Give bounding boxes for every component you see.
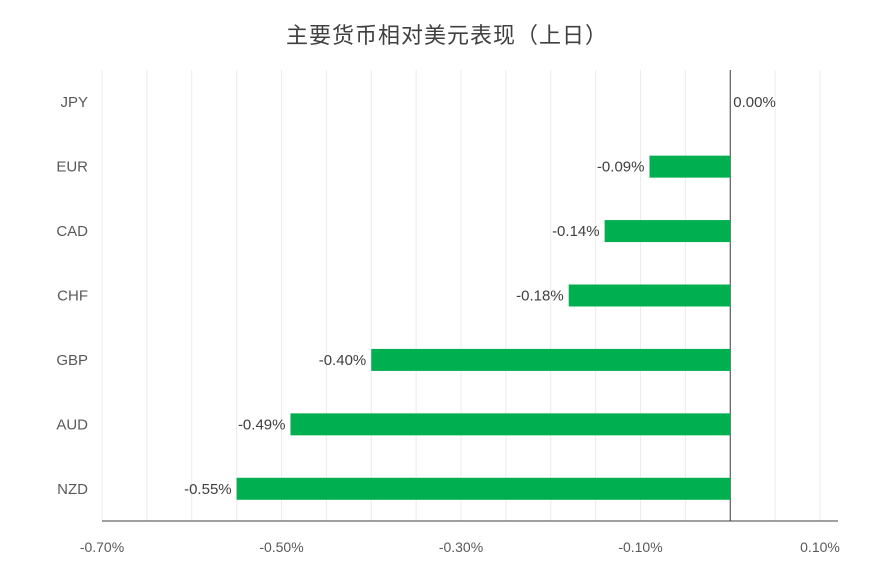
bar (290, 413, 731, 436)
data-label: -0.55% (184, 481, 232, 498)
data-label: -0.09% (597, 159, 645, 176)
data-label: -0.49% (238, 416, 286, 433)
x-tick-label: -0.50% (259, 539, 303, 555)
bar (568, 284, 731, 307)
category-label: NZD (57, 481, 88, 498)
x-tick-label: -0.30% (439, 539, 483, 555)
category-label: CAD (56, 223, 88, 240)
x-tick-label: -0.10% (618, 539, 662, 555)
data-label: -0.40% (319, 352, 367, 369)
data-label: 0.00% (733, 94, 776, 111)
category-label: GBP (56, 352, 88, 369)
bar (236, 477, 731, 500)
x-tick-label: 0.10% (800, 539, 840, 555)
bar (604, 220, 731, 243)
category-label: CHF (57, 288, 88, 305)
data-label: -0.14% (552, 223, 600, 240)
bar (649, 155, 731, 178)
category-label: AUD (56, 416, 88, 433)
category-label: JPY (60, 94, 88, 111)
category-label: EUR (56, 159, 88, 176)
chart-title: 主要货币相对美元表现（上日） (285, 24, 608, 49)
x-tick-label: -0.70% (80, 539, 124, 555)
data-label: -0.18% (516, 288, 564, 305)
bar (371, 348, 731, 371)
